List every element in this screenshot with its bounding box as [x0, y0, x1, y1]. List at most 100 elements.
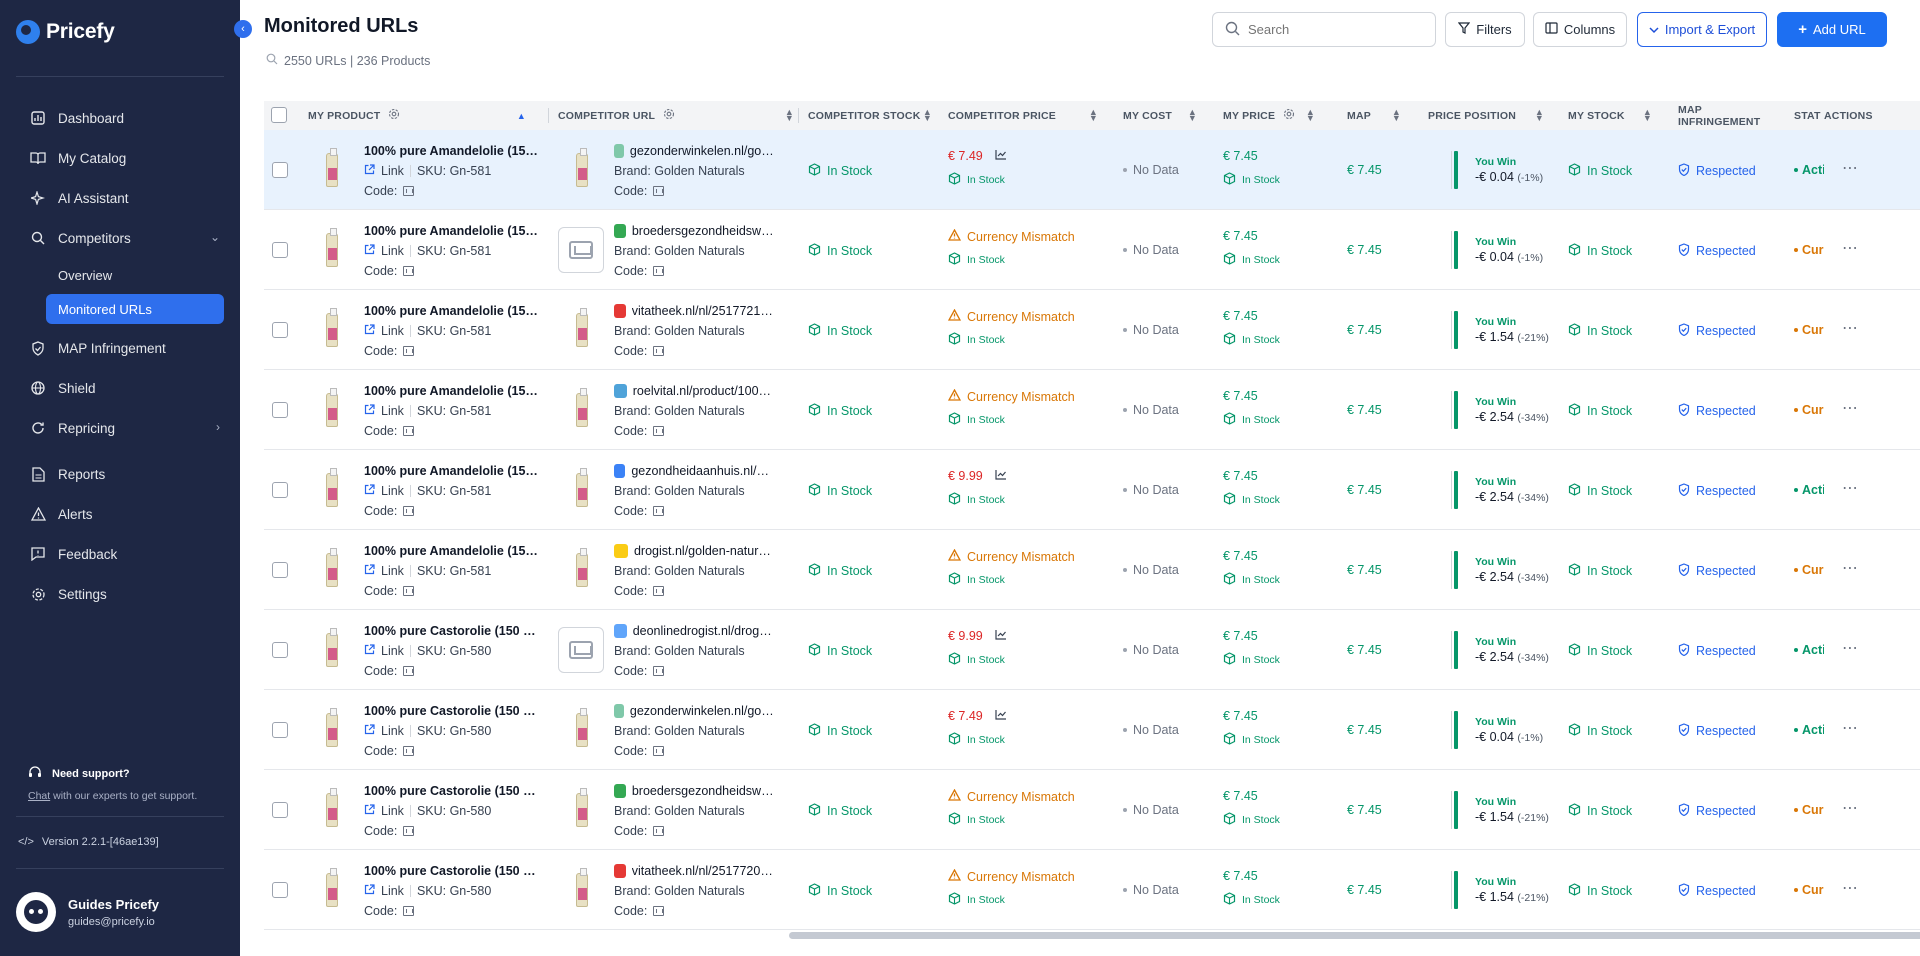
row-checkbox[interactable] [272, 242, 288, 258]
sidebar-item-shield[interactable]: Shield [0, 368, 240, 408]
product-name[interactable]: 100% pure Castorolie (150 ml) - Golden N… [364, 704, 542, 718]
product-link[interactable]: Link [381, 724, 404, 738]
columns-button[interactable]: Columns [1533, 12, 1627, 47]
sidebar-item-reports[interactable]: Reports [0, 454, 240, 494]
product-name[interactable]: 100% pure Castorolie (150 ml) - Golden N… [364, 784, 542, 798]
row-actions-button[interactable]: ⋯ [1842, 318, 1859, 338]
sidebar-item-feedback[interactable]: Feedback [0, 534, 240, 574]
sort-icon[interactable]: ▲ ▼ [1088, 107, 1098, 123]
competitor-url[interactable]: gezondheidaanhuis.nl/nl/golden [614, 464, 774, 478]
row-actions-button[interactable]: ⋯ [1842, 638, 1859, 658]
sort-icon[interactable]: ▲ ▼ [1534, 107, 1544, 123]
product-link[interactable]: Link [381, 484, 404, 498]
sort-icon[interactable]: ▲ ▼ [784, 107, 794, 123]
row-checkbox[interactable] [272, 482, 288, 498]
chat-link[interactable]: Chat [28, 790, 51, 802]
row-actions-button[interactable]: ⋯ [1842, 158, 1859, 178]
sidebar-item-dashboard[interactable]: Dashboard [0, 98, 240, 138]
competitor-url[interactable]: broedersgezondheidswinkel.nl [614, 784, 774, 798]
column-header-my-cost[interactable]: MY COST ▲ ▼ [1123, 101, 1197, 130]
table-row[interactable]: 100% pure Amandelolie (150 ml) - Golden … [264, 210, 1920, 290]
competitor-url[interactable]: gezonderwinkelen.nl/golden-naturals [614, 704, 774, 718]
product-link[interactable]: Link [381, 564, 404, 578]
sidebar-item-repricing[interactable]: Repricing › [0, 408, 240, 448]
column-header-my-stock[interactable]: MY STOCK ▲ ▼ [1568, 101, 1652, 130]
competitor-url[interactable]: vitatheek.nl/nl/2517720/golden [614, 864, 774, 878]
competitor-url[interactable]: broedersgezondheidswinkel.nl [614, 224, 774, 238]
column-header-my-price[interactable]: MY PRICE ▲ ▼ [1223, 101, 1315, 130]
gear-icon[interactable] [663, 108, 675, 123]
row-actions-button[interactable]: ⋯ [1842, 478, 1859, 498]
sidebar-item-ai-assistant[interactable]: AI Assistant [0, 178, 240, 218]
row-checkbox[interactable] [272, 322, 288, 338]
competitor-url[interactable]: vitatheek.nl/nl/2517721/golden [614, 304, 774, 318]
competitor-url[interactable]: gezonderwinkelen.nl/golden-naturals [614, 144, 774, 158]
competitor-url[interactable]: drogist.nl/golden-naturals [614, 544, 774, 558]
table-row[interactable]: 100% pure Castorolie (150 ml) - Golden N… [264, 850, 1920, 930]
gear-icon[interactable] [388, 108, 400, 123]
column-header-status[interactable]: STAT [1794, 101, 1824, 130]
column-header-price-position[interactable]: PRICE POSITION ▲ ▼ [1428, 101, 1544, 130]
sort-ascending-icon[interactable]: ▲ [516, 111, 526, 121]
price-history-icon[interactable] [995, 709, 1007, 723]
row-checkbox[interactable] [272, 882, 288, 898]
row-checkbox[interactable] [272, 562, 288, 578]
sort-icon[interactable]: ▲ ▼ [1187, 107, 1197, 123]
sort-icon[interactable]: ▲ ▼ [1642, 107, 1652, 123]
price-history-icon[interactable] [995, 149, 1007, 163]
user-profile[interactable]: Guides Pricefy guides@pricefy.io [16, 892, 159, 932]
row-actions-button[interactable]: ⋯ [1842, 798, 1859, 818]
horizontal-scrollbar[interactable] [789, 932, 1920, 939]
row-checkbox[interactable] [272, 162, 288, 178]
product-name[interactable]: 100% pure Amandelolie (150 ml) - Golden … [364, 144, 542, 158]
sidebar-item-settings[interactable]: Settings [0, 574, 240, 614]
sidebar-subitem-monitored-urls[interactable]: Monitored URLs [46, 294, 224, 324]
sort-icon[interactable]: ▲ ▼ [1305, 107, 1315, 123]
sort-icon[interactable]: ▲ ▼ [1391, 107, 1401, 123]
column-header-map-infringement[interactable]: MAP INFRINGEMENT [1678, 101, 1782, 130]
product-name[interactable]: 100% pure Amandelolie (150 ml) - Golden … [364, 464, 542, 478]
gear-icon[interactable] [1283, 108, 1295, 123]
table-row[interactable]: 100% pure Castorolie (150 ml) - Golden N… [264, 690, 1920, 770]
collapse-sidebar-button[interactable]: ‹ [234, 20, 252, 38]
row-actions-button[interactable]: ⋯ [1842, 718, 1859, 738]
product-link[interactable]: Link [381, 804, 404, 818]
search-input[interactable] [1248, 22, 1418, 37]
product-name[interactable]: 100% pure Amandelolie (150 ml) - Golden … [364, 544, 542, 558]
table-row[interactable]: 100% pure Castorolie (150 ml) - Golden N… [264, 610, 1920, 690]
select-all-checkbox[interactable] [271, 107, 287, 123]
table-row[interactable]: 100% pure Amandelolie (150 ml) - Golden … [264, 290, 1920, 370]
row-actions-button[interactable]: ⋯ [1842, 398, 1859, 418]
price-history-icon[interactable] [995, 469, 1007, 483]
column-header-competitor-stock[interactable]: COMPETITOR STOCK ▲ ▼ [808, 101, 932, 130]
product-link[interactable]: Link [381, 644, 404, 658]
product-link[interactable]: Link [381, 164, 404, 178]
row-actions-button[interactable]: ⋯ [1842, 238, 1859, 258]
column-header-map[interactable]: MAP ▲ ▼ [1347, 101, 1401, 130]
product-link[interactable]: Link [381, 244, 404, 258]
sidebar-item-map-infringement[interactable]: MAP Infringement [0, 328, 240, 368]
row-checkbox[interactable] [272, 722, 288, 738]
table-row[interactable]: 100% pure Castorolie (150 ml) - Golden N… [264, 770, 1920, 850]
row-checkbox[interactable] [272, 642, 288, 658]
row-checkbox[interactable] [272, 802, 288, 818]
sort-icon[interactable]: ▲ ▼ [922, 107, 932, 123]
column-header-competitor-price[interactable]: COMPETITOR PRICE ▲ ▼ [948, 101, 1098, 130]
sidebar-item-competitors[interactable]: Competitors ⌄ [0, 218, 240, 258]
product-name[interactable]: 100% pure Amandelolie (150 ml) - Golden … [364, 304, 542, 318]
row-actions-button[interactable]: ⋯ [1842, 878, 1859, 898]
product-link[interactable]: Link [381, 884, 404, 898]
price-history-icon[interactable] [995, 629, 1007, 643]
product-link[interactable]: Link [381, 324, 404, 338]
product-name[interactable]: 100% pure Castorolie (150 ml) - Golden N… [364, 864, 542, 878]
product-name[interactable]: 100% pure Amandelolie (150 ml) - Golden … [364, 224, 542, 238]
import-export-button[interactable]: Import & Export [1637, 12, 1767, 47]
table-row[interactable]: 100% pure Amandelolie (150 ml) - Golden … [264, 450, 1920, 530]
row-actions-button[interactable]: ⋯ [1842, 558, 1859, 578]
competitor-url[interactable]: deonlinedrogist.nl/drogisterij [614, 624, 774, 638]
sidebar-item-my-catalog[interactable]: My Catalog [0, 138, 240, 178]
table-row[interactable]: 100% pure Amandelolie (150 ml) - Golden … [264, 130, 1920, 210]
search-box[interactable] [1212, 12, 1436, 47]
row-checkbox[interactable] [272, 402, 288, 418]
product-link[interactable]: Link [381, 404, 404, 418]
